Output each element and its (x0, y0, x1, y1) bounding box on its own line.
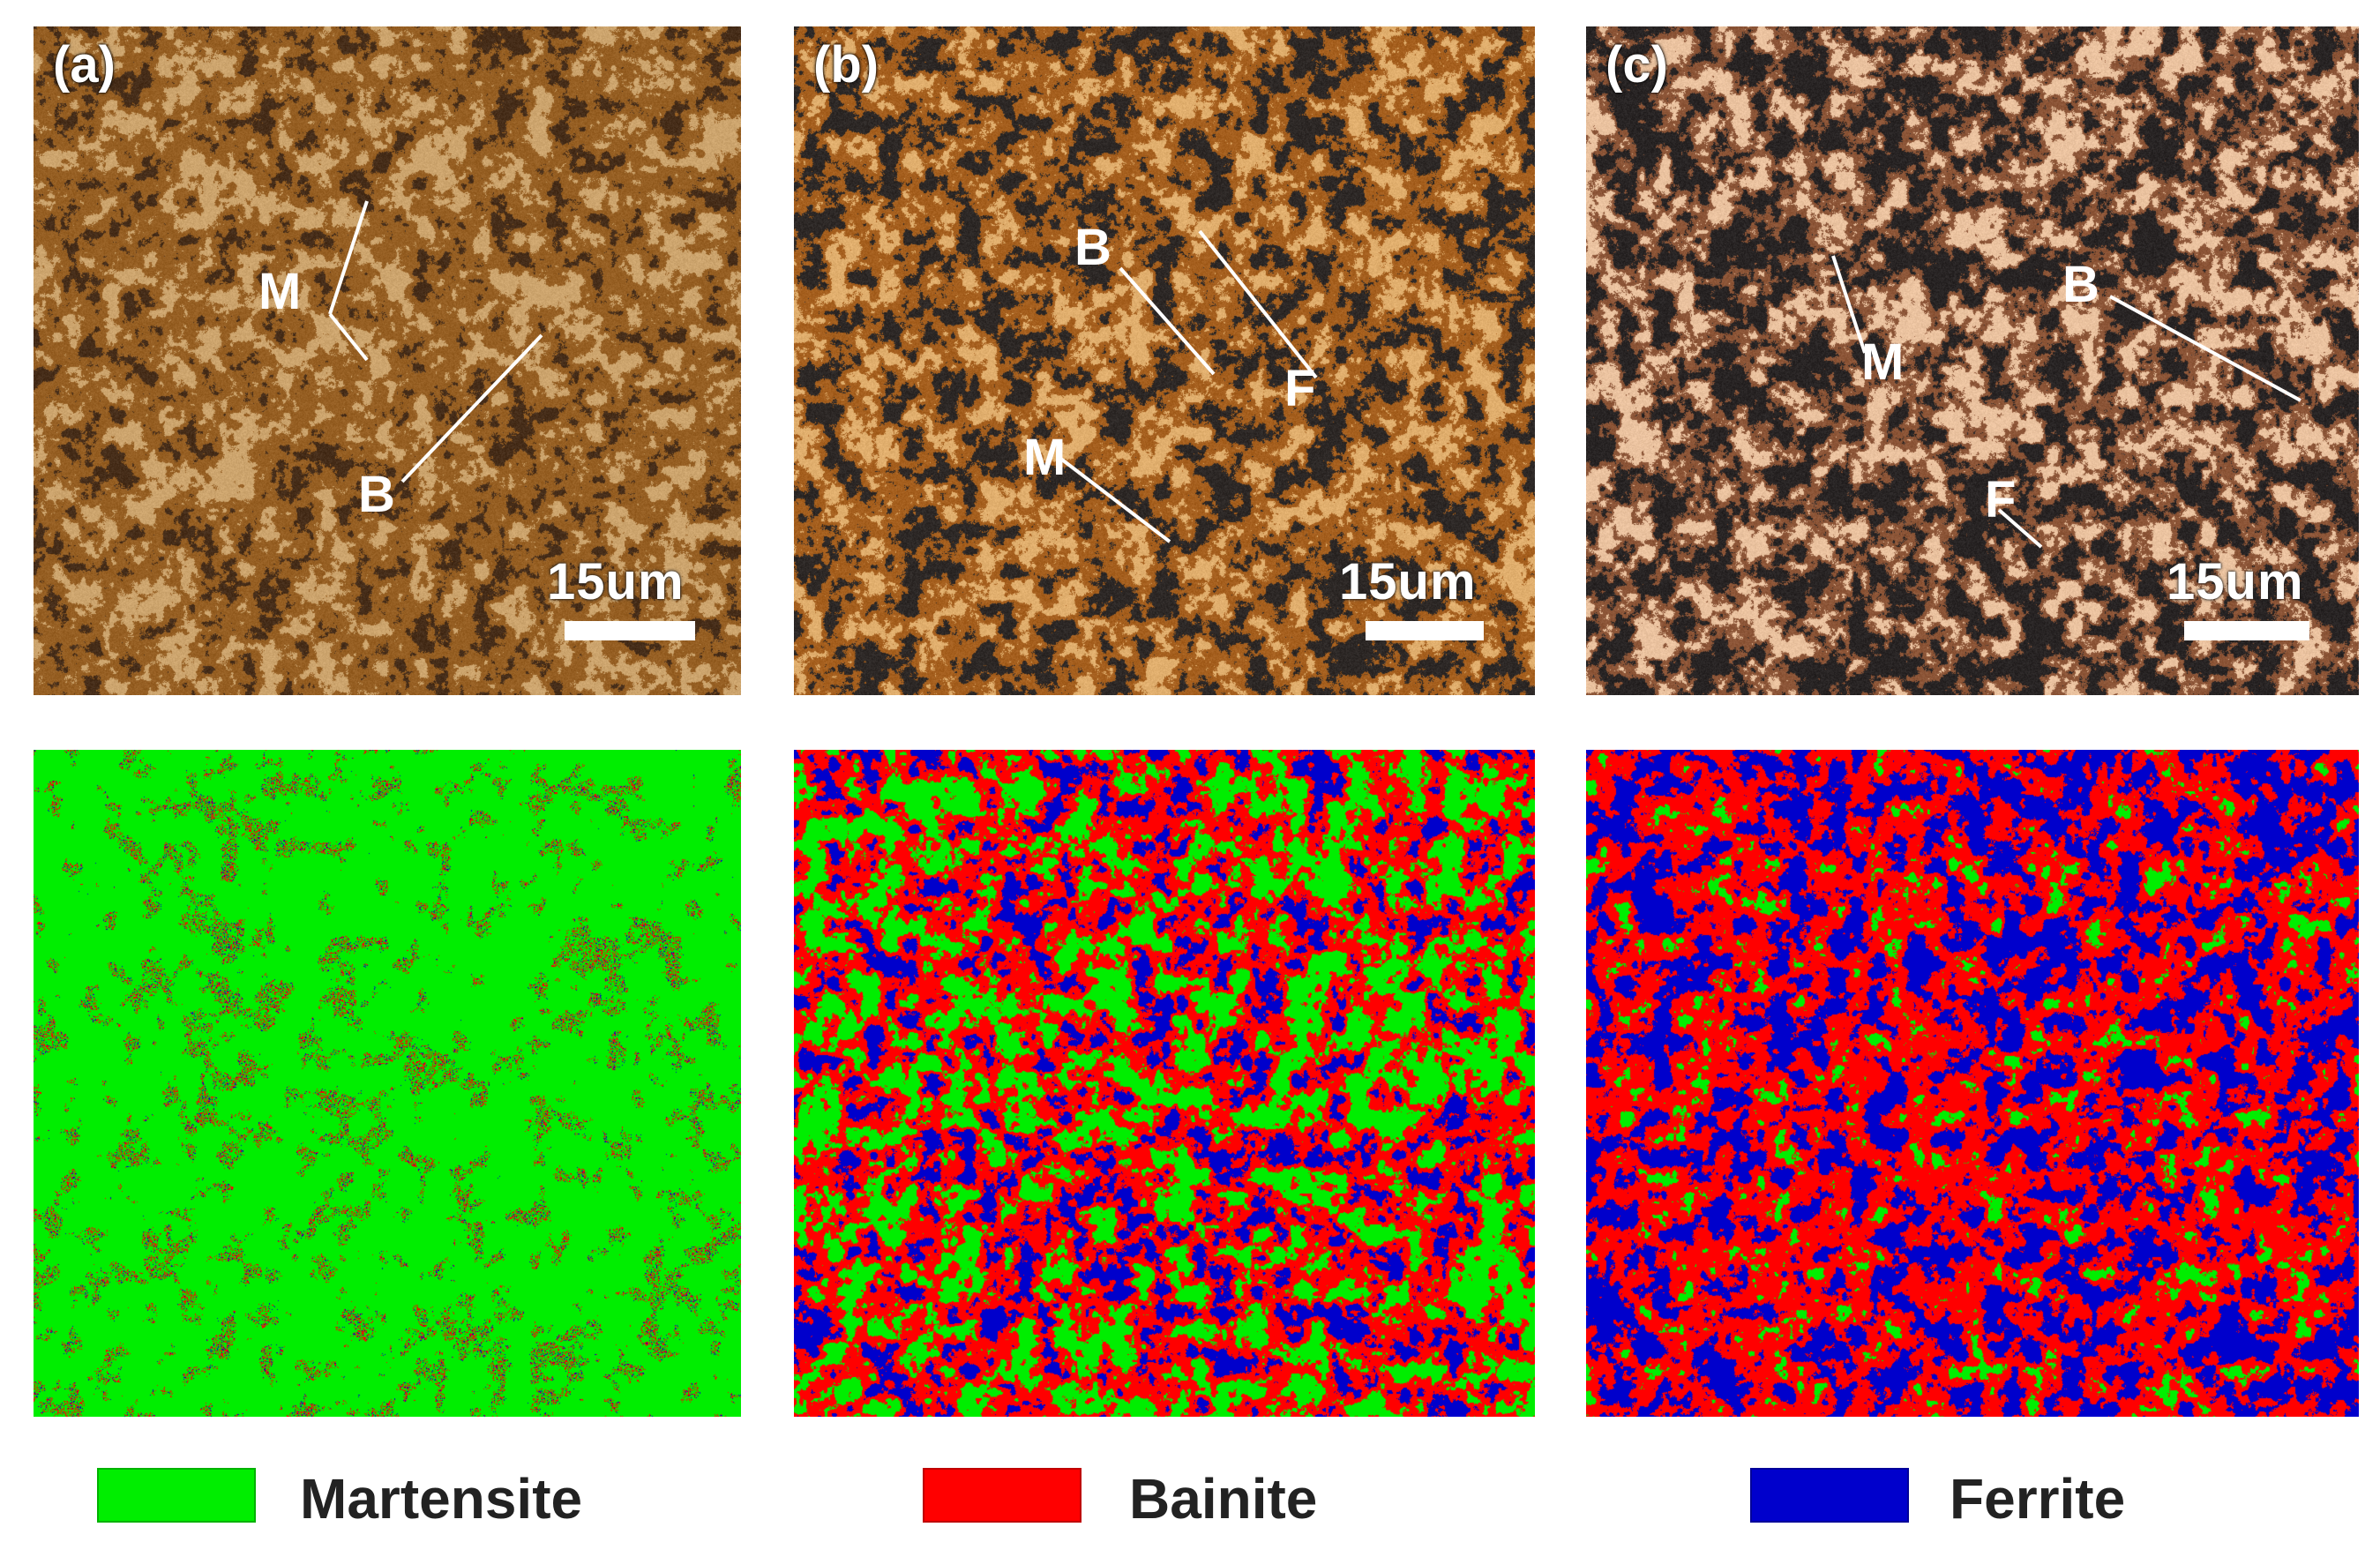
annotation-bainite: B (2062, 256, 2099, 313)
scale-bar (2184, 621, 2309, 640)
legend-swatch-ferrite (1750, 1468, 1909, 1523)
legend-item-martensite: Martensite (97, 1466, 591, 1531)
panel-label: (b) (813, 36, 879, 94)
annotation-martensite: M (1023, 429, 1066, 486)
annotation-martensite: M (258, 263, 301, 320)
annotation-bainite: B (358, 466, 395, 523)
legend-label-martensite: Martensite (300, 1467, 583, 1531)
micrograph-b-image (794, 26, 1535, 695)
micrograph-b: B F M (b) 15um (794, 26, 1535, 695)
micrograph-b-annotations: B F M (1023, 219, 1318, 543)
micrograph-c: M B F (c) 15um (1586, 26, 2359, 695)
legend-label-ferrite: Ferrite (1950, 1467, 2126, 1531)
legend-item-ferrite: Ferrite (1750, 1466, 2191, 1531)
legend-item-bainite: Bainite (923, 1466, 1364, 1531)
scale-bar-label: 15um (1339, 553, 1477, 610)
annotation-bainite: B (1074, 219, 1111, 276)
micrograph-a-image (34, 26, 741, 695)
scale-bar-label: 15um (2167, 553, 2304, 610)
micrograph-a: M B (a) 15um (34, 26, 741, 695)
annotation-ferrite: F (1284, 360, 1315, 417)
annotation-martensite: M (1861, 333, 1904, 391)
panel-label: (a) (53, 36, 116, 94)
micrograph-a-annotations: M B (258, 200, 543, 523)
legend-swatch-martensite (97, 1468, 256, 1523)
phase-map-b (794, 750, 1535, 1417)
phase-map-c (1586, 750, 2359, 1417)
scale-bar (565, 621, 695, 640)
scale-bar-label: 15um (547, 553, 685, 610)
annotation-ferrite: F (1985, 471, 2016, 528)
phase-map-a-image (34, 750, 741, 1417)
phase-map-a (34, 750, 741, 1417)
legend-swatch-bainite (923, 1468, 1081, 1523)
phase-map-c-image (1586, 750, 2359, 1417)
legend-label-bainite: Bainite (1129, 1467, 1318, 1531)
scale-bar (1366, 621, 1484, 640)
micrograph-c-annotations: M B F (1831, 255, 2301, 549)
panel-label: (c) (1605, 36, 1668, 94)
phase-map-b-image (794, 750, 1535, 1417)
